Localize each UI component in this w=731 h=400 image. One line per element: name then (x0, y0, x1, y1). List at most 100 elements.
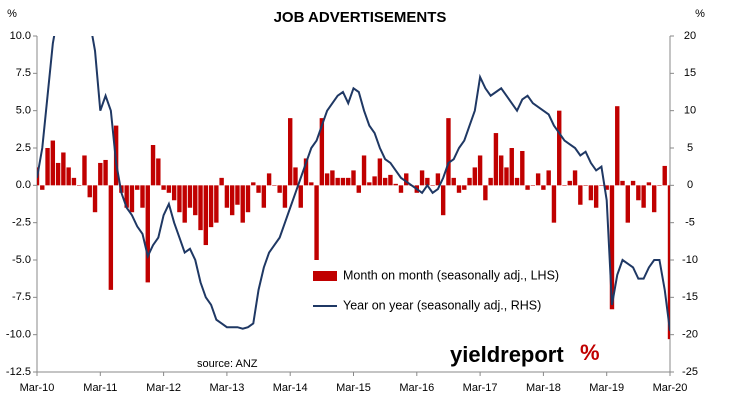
bar (66, 167, 71, 186)
bar (393, 183, 398, 186)
bar (636, 185, 641, 201)
y-tick-label: -2.5 (12, 217, 31, 229)
legend-label: Year on year (seasonally adj., RHS) (343, 298, 541, 312)
bar (499, 155, 504, 186)
bar (546, 170, 551, 186)
bar (293, 167, 298, 186)
x-tick-label: Mar-14 (273, 382, 308, 394)
bar (272, 185, 277, 186)
bar (298, 185, 303, 208)
y2-tick-label: -15 (682, 291, 698, 303)
bar (340, 177, 346, 186)
bar (430, 185, 435, 186)
bar (193, 185, 198, 216)
bar (219, 177, 224, 186)
bar (525, 185, 530, 190)
bar (630, 180, 636, 186)
x-tick-label: Mar-16 (399, 382, 434, 394)
bar (456, 185, 462, 193)
bar (161, 185, 166, 190)
bar (625, 185, 630, 223)
bar (651, 185, 657, 213)
bar (404, 173, 409, 186)
bar (351, 170, 356, 186)
bar (398, 185, 404, 193)
x-tick-label: Mar-20 (653, 382, 688, 394)
bar (562, 185, 567, 186)
bar (71, 177, 77, 186)
bar (514, 177, 520, 186)
bar (282, 185, 288, 208)
logo-symbol: % (580, 340, 600, 365)
bar (314, 185, 319, 260)
bar (425, 177, 430, 186)
bar (87, 185, 92, 198)
y2-tick-label: 5 (687, 142, 693, 154)
y-tick-label: 5.0 (16, 105, 31, 117)
x-tick-label: Mar-12 (146, 382, 181, 394)
bar (583, 185, 588, 186)
x-tick-label: Mar-18 (526, 382, 561, 394)
bar (588, 185, 594, 201)
y2-tick-label: -10 (682, 254, 698, 266)
bar (346, 177, 351, 186)
legend-swatch (313, 271, 337, 281)
bar (488, 177, 493, 186)
bar (509, 148, 514, 186)
y-tick-label: -7.5 (12, 291, 31, 303)
bar (419, 170, 425, 186)
bar (261, 185, 267, 208)
y2-tick-label: 0 (687, 179, 693, 191)
y2-tick-label: -5 (685, 217, 695, 229)
bar (572, 170, 578, 186)
bar (277, 185, 282, 193)
chart-title: JOB ADVERTISEMENTS (274, 9, 447, 26)
bar (171, 185, 177, 201)
source: source: ANZ (197, 358, 258, 370)
bar (367, 182, 372, 186)
y2-tick-label: -25 (682, 366, 698, 378)
bar (92, 185, 98, 213)
bar (288, 118, 293, 186)
bar (187, 185, 193, 208)
bar (646, 182, 652, 186)
bar (251, 182, 256, 186)
bar (615, 106, 620, 186)
bar (309, 182, 314, 186)
bar (256, 185, 261, 193)
bar (657, 185, 662, 186)
bar (61, 152, 66, 186)
bar (451, 177, 456, 186)
bar (377, 158, 383, 186)
y-tick-label: 2.5 (16, 142, 31, 154)
y-unit-left: % (7, 8, 17, 20)
bar (535, 173, 541, 186)
y-tick-label: -12.5 (6, 366, 31, 378)
bar (240, 185, 245, 223)
logo-text: yieldreport (450, 342, 564, 367)
bar (599, 185, 604, 186)
bar (166, 185, 172, 193)
bar (662, 165, 667, 186)
y2-tick-label: 15 (684, 67, 696, 79)
bar (667, 185, 670, 340)
bar (330, 170, 335, 186)
bar (103, 159, 108, 186)
bar (45, 148, 50, 186)
bar (520, 150, 525, 186)
bar (98, 162, 103, 186)
bar (530, 185, 536, 186)
plot-area (37, 36, 670, 340)
bar (440, 185, 446, 216)
bar (245, 185, 251, 213)
x-tick-label: Mar-17 (463, 382, 498, 394)
bar (145, 185, 150, 283)
y2-tick-label: -20 (682, 329, 698, 341)
x-tick-label: Mar-13 (209, 382, 244, 394)
bar (129, 185, 135, 213)
bar (198, 185, 203, 231)
bar (382, 177, 388, 186)
bar (124, 185, 129, 208)
bar (182, 185, 187, 223)
